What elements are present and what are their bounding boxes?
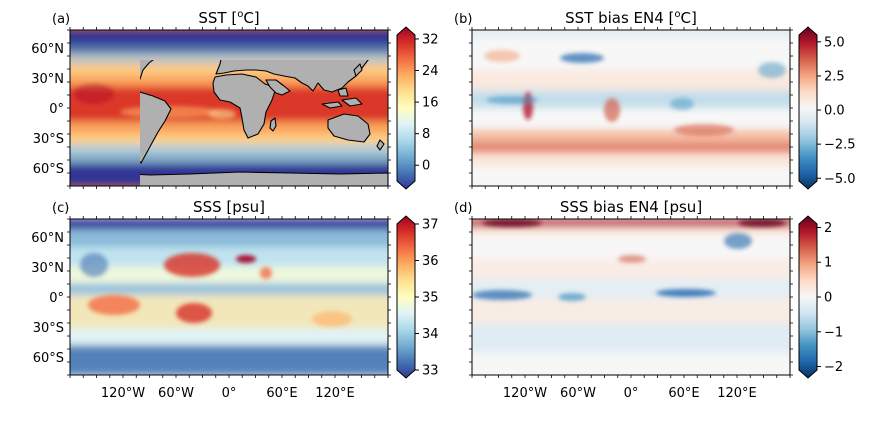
lat-label: 30°S bbox=[33, 132, 64, 147]
lon-label: 120°W bbox=[101, 386, 145, 401]
lat-label: 0° bbox=[49, 291, 64, 306]
lon-label: 120°E bbox=[315, 386, 355, 401]
panel-title: SST [oC] bbox=[198, 9, 259, 27]
lat-label: 0° bbox=[49, 102, 64, 117]
colorbar-gradient bbox=[798, 26, 818, 190]
colorbar-tick-label: −2.5 bbox=[824, 138, 856, 153]
lat-label: 30°N bbox=[31, 261, 64, 276]
panel-title: SST bias EN4 [oC] bbox=[565, 9, 697, 27]
ocean-field bbox=[472, 30, 790, 186]
colorbar-tick-label: 0 bbox=[422, 159, 430, 174]
colorbar: 5.0 2.5 0.0 −2.5 −5.0 bbox=[798, 26, 856, 190]
panel-label: (c) bbox=[52, 201, 69, 216]
lon-label: 60°W bbox=[158, 386, 194, 401]
colorbar: 37 36 35 34 33 bbox=[396, 215, 439, 379]
colorbar-tick-label: 34 bbox=[422, 327, 439, 342]
colorbar-tick-label: 24 bbox=[422, 64, 439, 79]
colorbar-tick-label: 2.5 bbox=[824, 69, 845, 84]
lat-label: 30°N bbox=[31, 72, 64, 87]
colorbar-tick-label: 32 bbox=[422, 32, 439, 47]
colorbar-tick-label: 1 bbox=[824, 256, 832, 271]
lon-label: 0° bbox=[222, 386, 237, 401]
panel-label: (b) bbox=[454, 12, 472, 27]
colorbar: 32 24 16 8 0 bbox=[396, 26, 439, 190]
colorbar-tick-label: 16 bbox=[422, 96, 439, 111]
colorbar-gradient bbox=[798, 215, 818, 379]
panel-title: SSS [psu] bbox=[193, 198, 265, 216]
map-panel-sss: (c) SSS [psu] 37 36 35 34 33 60°N 30°N 0° 30°S 60°S… bbox=[31, 198, 438, 401]
lat-label: 60°S bbox=[33, 162, 64, 177]
colorbar-tick-label: 36 bbox=[422, 254, 439, 269]
colorbar-tick-label: −5.0 bbox=[824, 172, 856, 187]
lat-label: 60°N bbox=[31, 231, 64, 246]
frame-ticks bbox=[67, 216, 391, 378]
colorbar-tick-label: −2 bbox=[824, 360, 843, 375]
ocean-field bbox=[472, 219, 790, 375]
colorbar-tick-label: −1 bbox=[824, 325, 843, 340]
colorbar-tick-label: 8 bbox=[422, 127, 430, 142]
frame-ticks bbox=[67, 27, 391, 189]
panel-label: (d) bbox=[454, 201, 472, 216]
colorbar-tick-label: 0.0 bbox=[824, 104, 845, 119]
lat-label: 60°N bbox=[31, 42, 64, 57]
frame-ticks bbox=[469, 216, 793, 378]
colorbar-gradient bbox=[396, 26, 416, 190]
colorbar-tick-label: 35 bbox=[422, 291, 439, 306]
colorbar-tick-label: 37 bbox=[422, 218, 439, 233]
map-panel-sst: (a) SST [oC] 32 24 16 8 0 60°N 30°N 0° 30°S 60°S bbox=[31, 9, 439, 190]
map-panel-sst_bias: (b) SST bias EN4 [oC] 5.0 2.5 0.0 −2.5 −5.0 bbox=[454, 9, 856, 190]
colorbar: 2 1 0 −1 −2 bbox=[798, 215, 843, 379]
colorbar-tick-label: 0 bbox=[824, 291, 832, 306]
ocean-field bbox=[70, 219, 388, 375]
colorbar-gradient bbox=[396, 215, 416, 379]
lon-label: 120°E bbox=[717, 386, 757, 401]
lon-label: 60°E bbox=[668, 386, 699, 401]
lat-label: 60°S bbox=[33, 351, 64, 366]
lat-label: 30°S bbox=[33, 321, 64, 336]
map-panel-sss_bias: (d) SSS bias EN4 [psu] 2 1 0 −1 −2 120°W 60°W 0° 6… bbox=[454, 198, 843, 401]
panel-label: (a) bbox=[52, 12, 70, 27]
lon-label: 60°W bbox=[560, 386, 596, 401]
panel-title: SSS bias EN4 [psu] bbox=[560, 198, 702, 216]
lon-label: 60°E bbox=[266, 386, 297, 401]
colorbar-tick-label: 33 bbox=[422, 364, 439, 379]
lon-label: 120°W bbox=[503, 386, 547, 401]
colorbar-tick-label: 2 bbox=[824, 221, 832, 236]
ocean-field bbox=[70, 30, 388, 186]
frame-ticks bbox=[469, 27, 793, 189]
lon-label: 0° bbox=[624, 386, 639, 401]
colorbar-tick-label: 5.0 bbox=[824, 35, 845, 50]
